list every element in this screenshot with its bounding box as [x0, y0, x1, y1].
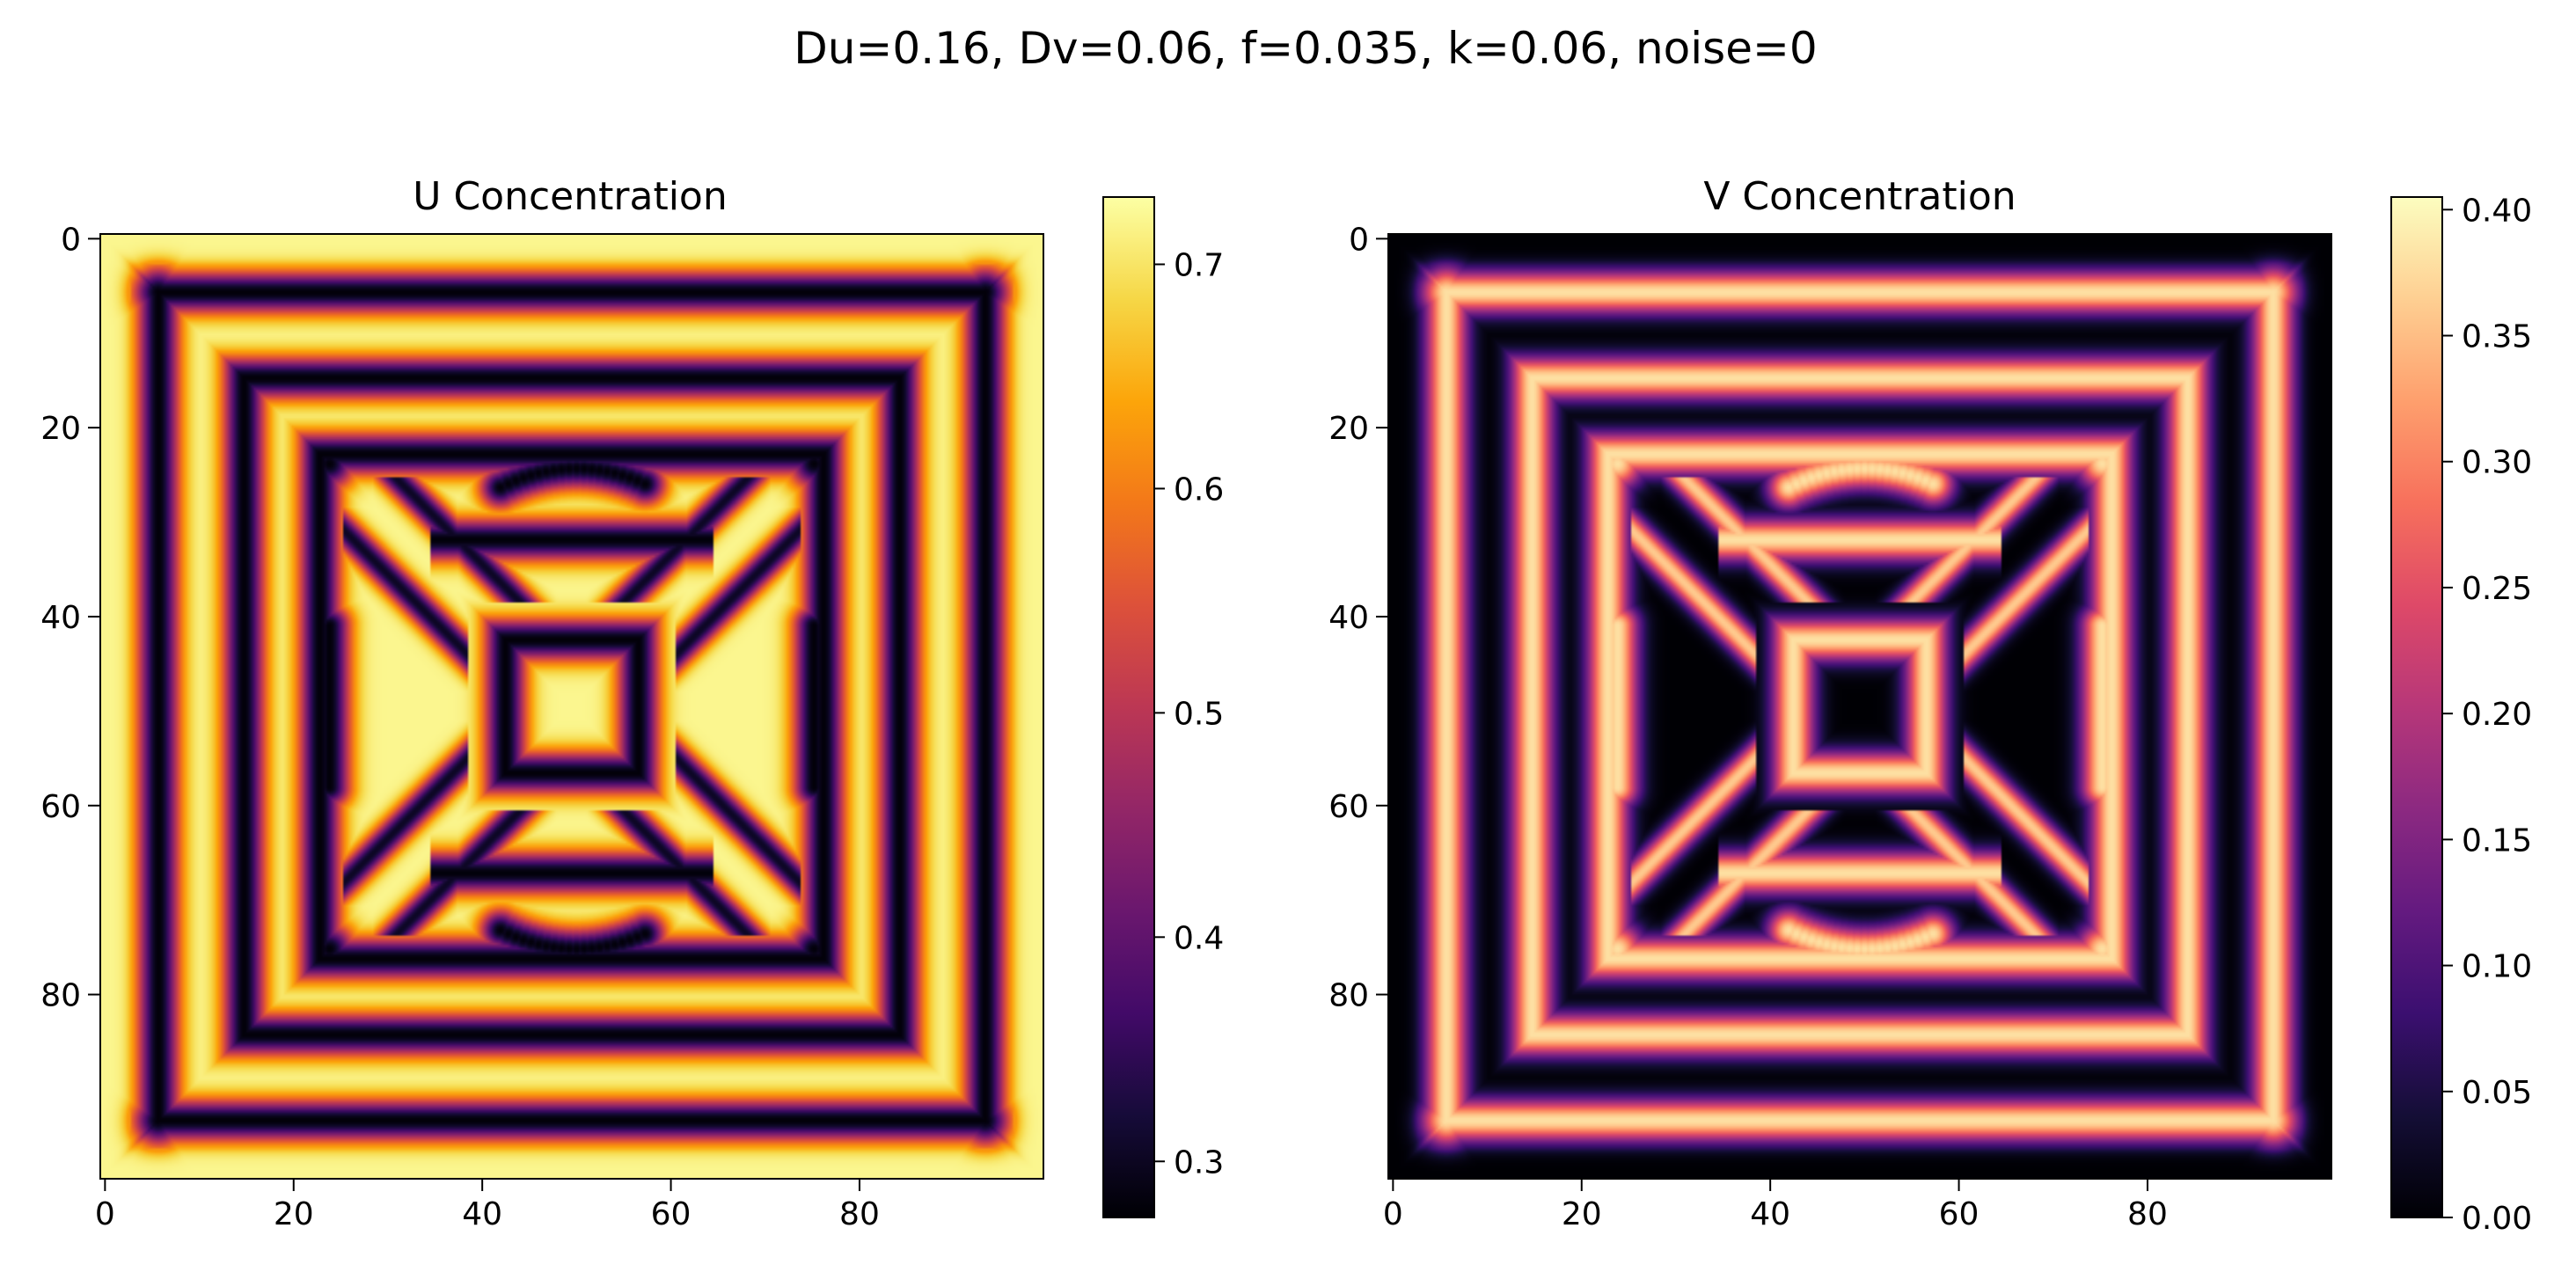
v-panel-title: V Concentration: [1703, 174, 2016, 219]
v-heatmap-image: [1388, 234, 2331, 1179]
u-xtick-label: 80: [839, 1196, 880, 1232]
u-colorbar-tick-label: 0.3: [1174, 1144, 1224, 1181]
v-xtick-label: 20: [1562, 1196, 1602, 1232]
v-colorbar-tick-label: 0.20: [2462, 697, 2532, 733]
v-ytick-label: 40: [1328, 600, 1369, 636]
v-colorbar: [2391, 197, 2442, 1217]
v-colorbar-tick-label: 0.10: [2462, 949, 2532, 985]
u-axis-ticks: 0 20 40 60 80 0 20 40 60 80: [40, 222, 880, 1232]
v-xtick-label: 40: [1750, 1196, 1790, 1232]
v-ytick-label: 20: [1328, 411, 1369, 447]
v-colorbar-tick-label: 0.35: [2462, 319, 2532, 355]
u-ytick-label: 60: [40, 789, 81, 825]
u-heatmap-container: [100, 234, 1043, 1179]
u-ytick-label: 80: [40, 978, 81, 1014]
u-colorbar-tick-label: 0.7: [1174, 247, 1224, 283]
v-colorbar-tick-label: 0.25: [2462, 571, 2532, 607]
v-ytick-label: 0: [1349, 222, 1369, 258]
u-axes-frame: [99, 233, 1044, 1180]
v-colorbar-ticks: 0.00 0.05 0.10 0.15 0.20 0.25 0.30 0.35 0.40: [2442, 193, 2532, 1237]
u-ytick-label: 40: [40, 600, 81, 636]
u-panel-title: U Concentration: [413, 174, 727, 219]
v-xtick-label: 80: [2127, 1196, 2168, 1232]
v-colorbar-tick-label: 0.00: [2462, 1201, 2532, 1237]
v-xtick-label: 0: [1383, 1196, 1403, 1232]
u-xtick-label: 0: [95, 1196, 115, 1232]
v-axes-frame: [1387, 233, 2332, 1180]
u-xtick-label: 60: [651, 1196, 692, 1232]
v-colorbar-tick-label: 0.05: [2462, 1075, 2532, 1111]
u-colorbar-ticks: 0.3 0.4 0.5 0.6 0.7: [1154, 247, 1224, 1181]
v-heatmap-container: [1388, 234, 2331, 1179]
v-colorbar-tick-label: 0.30: [2462, 445, 2532, 481]
u-ytick-label: 20: [40, 411, 81, 447]
v-colorbar-frame: [2390, 196, 2443, 1218]
u-heatmap-image: [100, 234, 1043, 1179]
u-xtick-label: 20: [274, 1196, 314, 1232]
u-colorbar-frame: [1102, 196, 1155, 1218]
v-ytick-label: 60: [1328, 789, 1369, 825]
u-xtick-label: 40: [462, 1196, 502, 1232]
v-colorbar-tick-label: 0.40: [2462, 193, 2532, 229]
figure-suptitle: Du=0.16, Dv=0.06, f=0.035, k=0.06, noise…: [794, 23, 1817, 74]
u-ytick-label: 0: [61, 222, 81, 258]
u-colorbar-tick-label: 0.5: [1174, 696, 1224, 732]
v-xtick-label: 60: [1939, 1196, 1980, 1232]
u-colorbar-tick-label: 0.4: [1174, 920, 1224, 956]
v-colorbar-tick-label: 0.15: [2462, 822, 2532, 859]
u-colorbar-tick-label: 0.6: [1174, 472, 1224, 508]
u-colorbar: [1103, 197, 1154, 1217]
v-ytick-label: 80: [1328, 978, 1369, 1014]
v-axis-ticks: 0 20 40 60 80 0 20 40 60 80: [1328, 222, 2168, 1232]
